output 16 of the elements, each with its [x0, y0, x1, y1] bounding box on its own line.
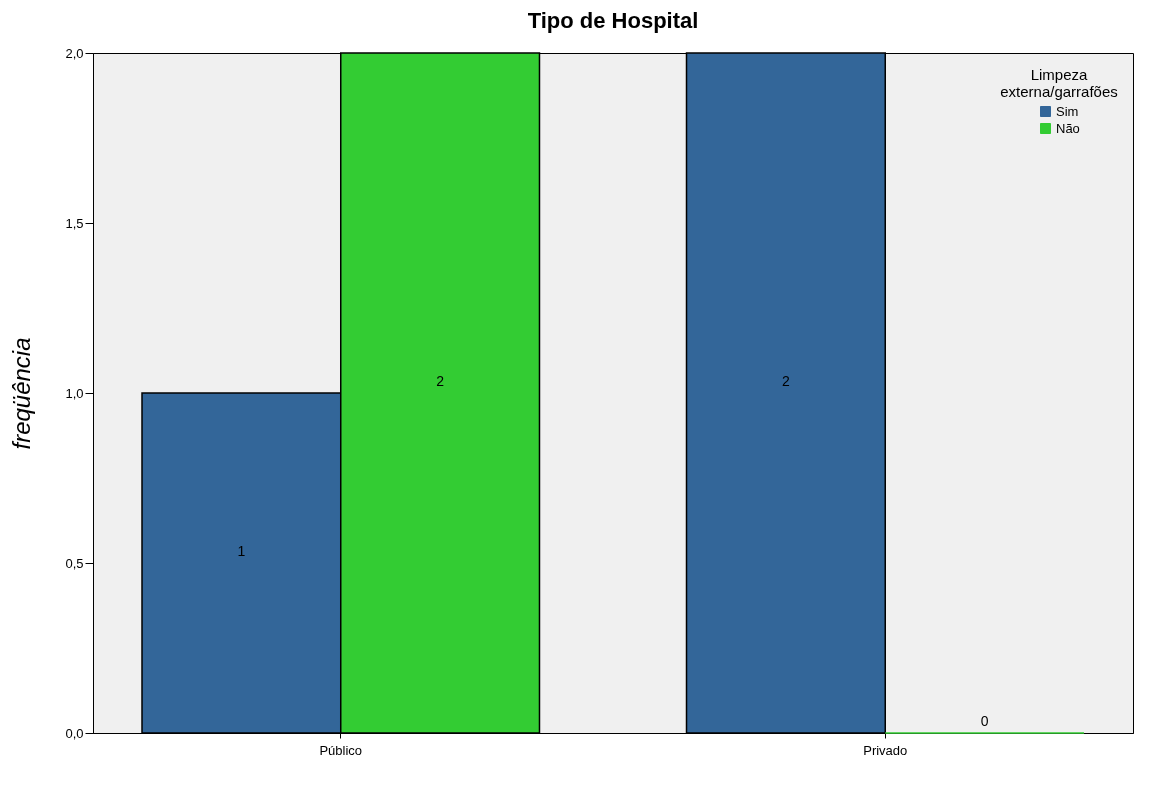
- y-tick-label: 1,5: [65, 215, 84, 231]
- x-tick-label: Público: [319, 742, 363, 758]
- y-tick-label: 0,0: [65, 725, 84, 741]
- data-label: 1: [237, 543, 246, 559]
- chart-title: Tipo de Hospital: [527, 8, 699, 33]
- y-tick-label: 1,0: [65, 385, 84, 401]
- legend-label: Sim: [1056, 103, 1079, 119]
- legend-title: Limpeza externa/garrafões: [1000, 66, 1118, 100]
- y-tick-label: 2,0: [65, 45, 84, 61]
- y-axis-title: freqüência: [8, 337, 36, 450]
- legend-label: Não: [1056, 120, 1080, 136]
- x-tick-label: Privado: [863, 742, 908, 758]
- y-tick-label: 0,5: [65, 555, 84, 571]
- data-label: 0: [980, 713, 989, 729]
- data-label: 2: [781, 373, 790, 389]
- data-label: 2: [436, 373, 445, 389]
